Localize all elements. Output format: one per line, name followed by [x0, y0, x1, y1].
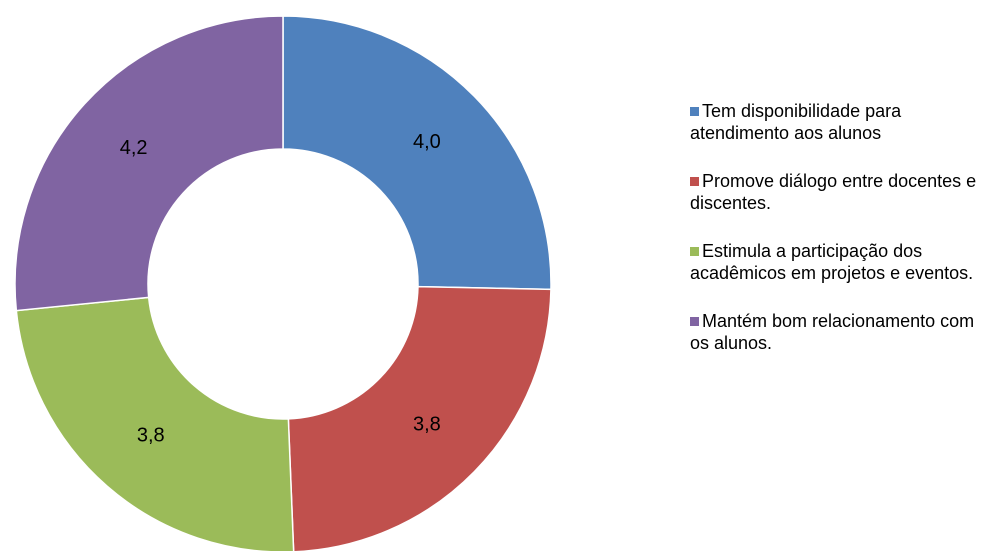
legend-item: Estimula a participação dos acadêmicos e… [690, 240, 990, 284]
data-label: 3,8 [413, 413, 441, 435]
legend-marker [690, 107, 699, 116]
legend-item: Promove diálogo entre docentes e discent… [690, 170, 990, 214]
legend-label: Estimula a participação dos acadêmicos e… [690, 241, 974, 283]
legend-item: Mantém bom relacionamento com os alunos. [690, 310, 990, 354]
donut-segment [282, 15, 552, 291]
donut-segment [15, 296, 295, 551]
legend-label: Mantém bom relacionamento com os alunos. [690, 311, 975, 353]
data-label: 4,0 [413, 131, 441, 153]
donut-segment [14, 15, 284, 312]
data-label: 4,2 [120, 137, 148, 159]
legend-item: Tem disponibilidade para atendimento aos… [690, 100, 990, 144]
legend-marker [690, 317, 699, 326]
data-label: 3,8 [137, 424, 165, 446]
legend: Tem disponibilidade para atendimento aos… [690, 100, 990, 380]
legend-label: Promove diálogo entre docentes e discent… [690, 171, 977, 213]
legend-marker [690, 247, 699, 256]
donut-segment [287, 285, 552, 551]
legend-marker [690, 177, 699, 186]
legend-label: Tem disponibilidade para atendimento aos… [690, 101, 902, 143]
